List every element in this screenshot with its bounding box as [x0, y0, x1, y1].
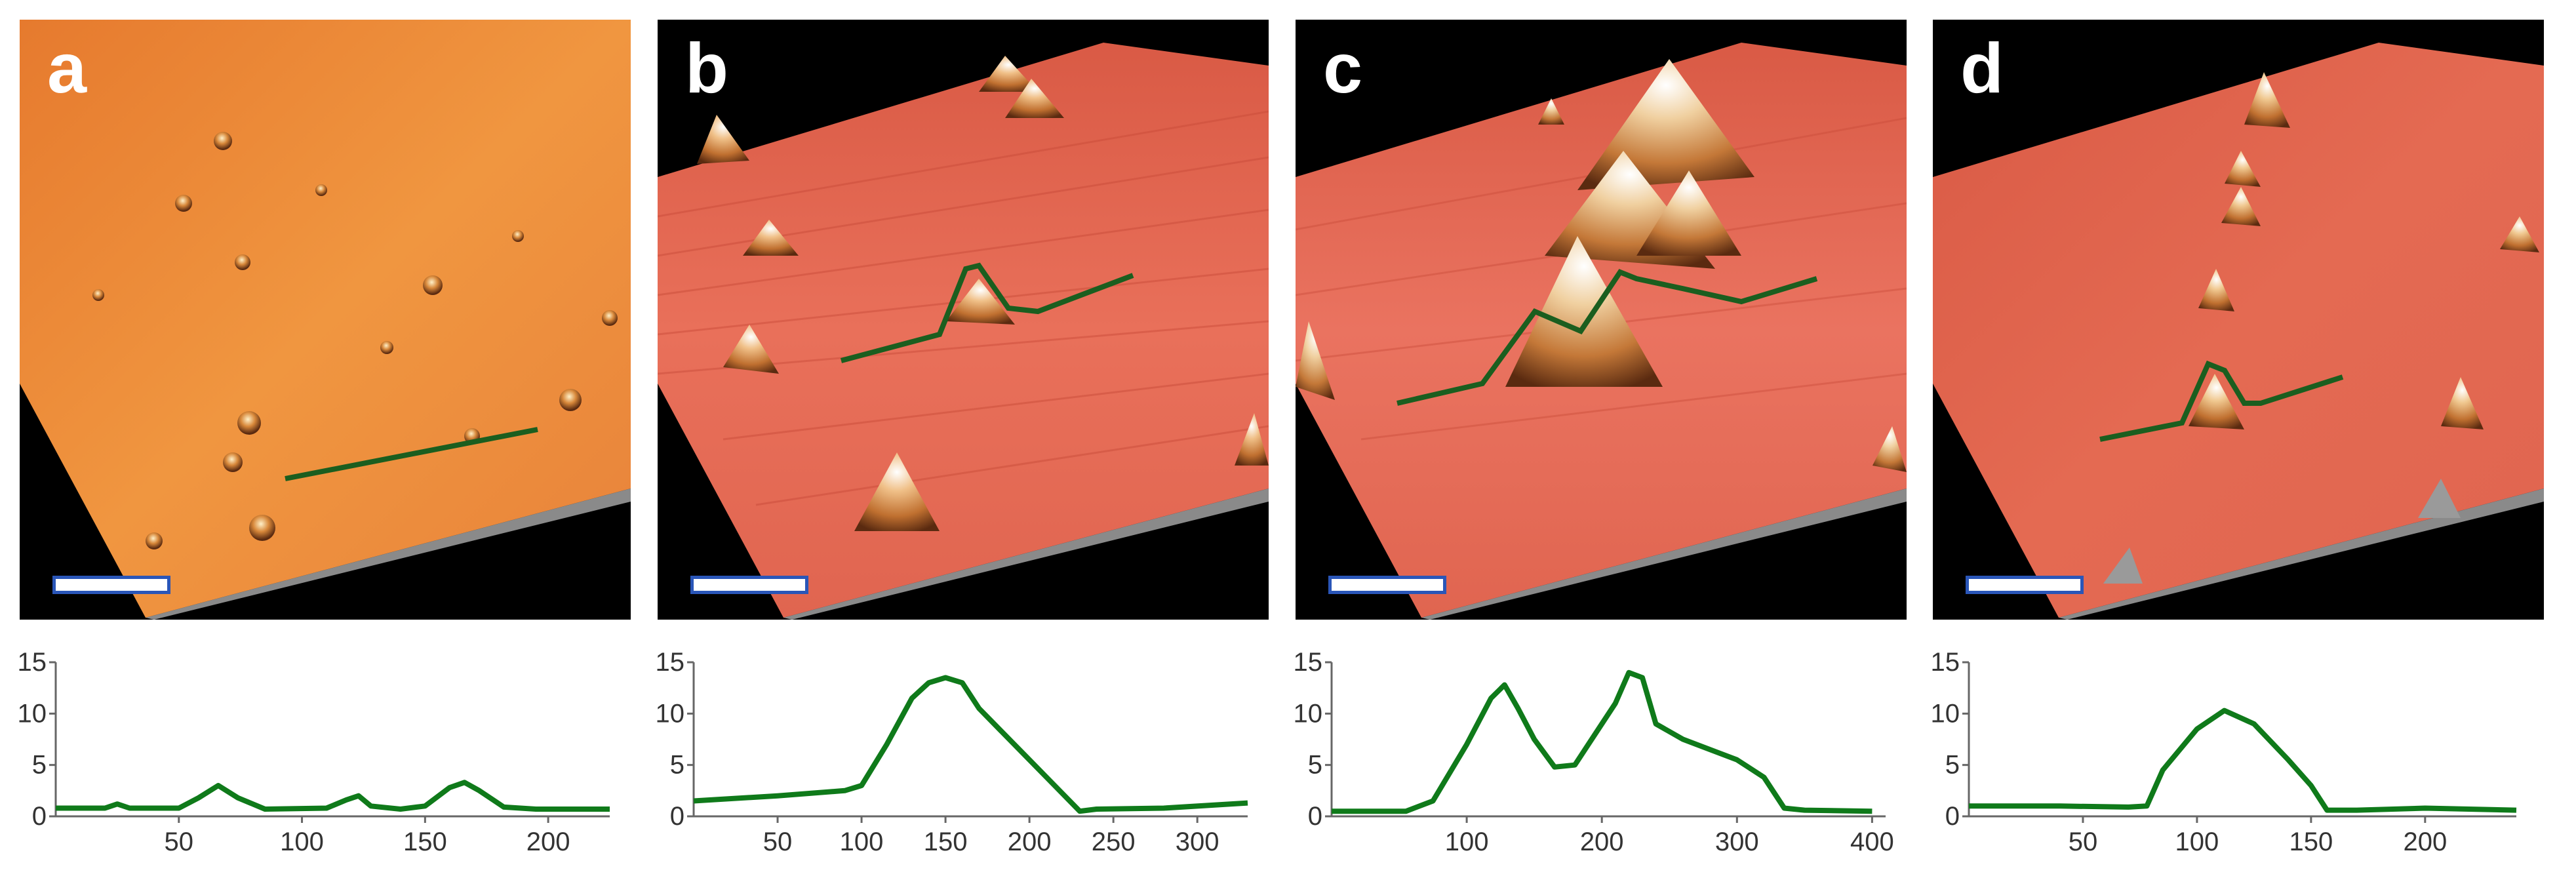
scale-bar-a	[52, 576, 170, 594]
afm-image-c: c	[1296, 20, 1907, 620]
y-tick-label: 5	[32, 751, 47, 780]
y-tick-label: 0	[32, 802, 47, 831]
panel-label-c: c	[1323, 28, 1363, 108]
y-tick-label: 10	[1931, 699, 1960, 728]
y-tick-label: 0	[670, 802, 684, 831]
x-tick-label: 300	[1176, 827, 1219, 856]
afm-image-d: d	[1933, 20, 2544, 620]
x-tick-label: 100	[840, 827, 884, 856]
afm-surface-d	[1933, 43, 2544, 620]
y-tick-label: 15	[1931, 649, 1960, 677]
y-tick-label: 5	[1308, 751, 1322, 780]
scale-bar-d	[1966, 576, 2084, 594]
x-tick-label: 100	[2175, 827, 2219, 856]
y-tick-label: 10	[1294, 699, 1323, 728]
scan-line-c	[1397, 269, 1818, 406]
scan-line-d	[2099, 360, 2344, 442]
afm-image-b: b	[658, 20, 1269, 620]
y-tick-label: 5	[1945, 751, 1960, 780]
x-tick-label: 150	[2289, 827, 2333, 856]
x-tick-label: 50	[763, 827, 793, 856]
y-tick-label: 0	[1308, 802, 1322, 831]
x-tick-label: 200	[1580, 827, 1624, 856]
x-tick-label: 400	[1850, 827, 1894, 856]
x-tick-label: 100	[280, 827, 324, 856]
y-tick-label: 15	[1294, 649, 1323, 677]
y-tick-label: 5	[670, 751, 684, 780]
x-tick-label: 50	[165, 827, 194, 856]
x-tick-label: 200	[526, 827, 570, 856]
x-tick-label: 100	[1445, 827, 1489, 856]
y-tick-label: 0	[1945, 802, 1960, 831]
afm-surface-c	[1296, 43, 1907, 620]
x-tick-label: 300	[1715, 827, 1759, 856]
height-profile-chart-d: 0 5 10 15 50 100 150 200	[1931, 649, 2517, 856]
afm-surface-b	[658, 43, 1269, 620]
x-tick-label: 200	[2403, 827, 2447, 856]
scan-line-a	[285, 427, 538, 481]
scan-line-b	[840, 262, 1134, 363]
x-tick-label: 250	[1092, 827, 1136, 856]
panel-label-b: b	[685, 28, 728, 108]
x-tick-label: 150	[924, 827, 968, 856]
afm-image-a: a	[20, 20, 631, 620]
height-profile-chart-b: 0 5 10 15 50 100 150 200 250 300	[656, 649, 1248, 856]
height-profile-chart-c: 0 5 10 15 100 200 300 400	[1294, 649, 1894, 856]
height-profile-line	[1332, 669, 1873, 814]
y-tick-label: 15	[18, 649, 47, 677]
y-tick-label: 15	[656, 649, 685, 677]
x-tick-label: 200	[1008, 827, 1052, 856]
panel-label-d: d	[1960, 28, 2004, 108]
afm-surface-a	[20, 20, 631, 620]
height-profile-line	[1969, 707, 2517, 813]
x-tick-label: 50	[2069, 827, 2098, 856]
scale-bar-c	[1328, 576, 1446, 594]
x-tick-label: 150	[403, 827, 447, 856]
y-tick-label: 10	[656, 699, 685, 728]
panel-label-a: a	[47, 28, 87, 108]
y-tick-label: 10	[18, 699, 47, 728]
scale-bar-b	[690, 576, 808, 594]
height-profile-line	[56, 780, 610, 812]
height-profile-line	[693, 675, 1248, 814]
height-profile-chart-a: 0 5 10 15 50 100 150 200	[18, 649, 610, 856]
